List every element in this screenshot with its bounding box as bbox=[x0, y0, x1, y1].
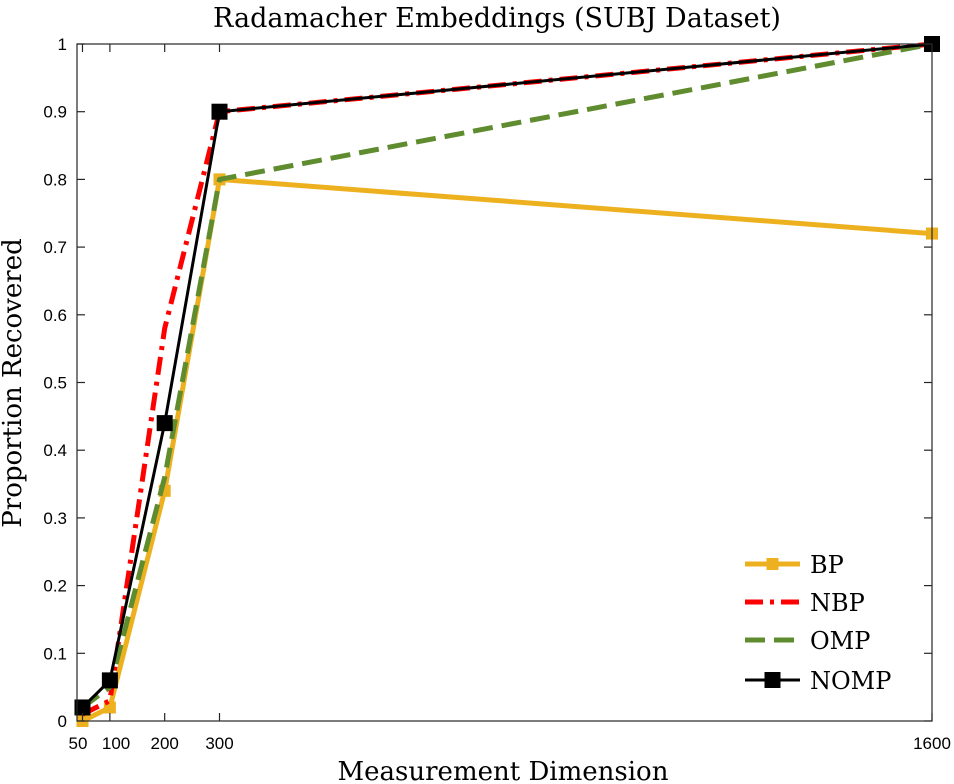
series-line-omp bbox=[81, 41, 933, 710]
legend-box bbox=[732, 540, 922, 710]
x-axis-label: Measurement Dimension bbox=[338, 757, 669, 784]
legend-label-nbp: NBP bbox=[810, 589, 865, 617]
legend: BP NBP OMP NOMP bbox=[732, 540, 922, 710]
y-tick-label: 1 bbox=[58, 35, 67, 54]
data-point-nomp bbox=[74, 699, 91, 716]
y-tick-label: 0.9 bbox=[43, 103, 67, 122]
chart-title: Radamacher Embeddings (SUBJ Dataset) bbox=[213, 3, 781, 34]
x-tick-label: 300 bbox=[205, 734, 233, 753]
x-tick-label: 200 bbox=[151, 734, 179, 753]
legend-marker-bp bbox=[766, 558, 779, 570]
y-tick-label: 0.8 bbox=[43, 170, 67, 189]
x-tick-label: 100 bbox=[102, 734, 130, 753]
legend-label-omp: OMP bbox=[810, 627, 870, 655]
y-tick-label: 0.2 bbox=[43, 577, 67, 596]
legend-label-nomp: NOMP bbox=[810, 667, 891, 695]
y-tick-label: 0.1 bbox=[43, 644, 67, 663]
y-axis-label: Proportion Recovered bbox=[0, 238, 28, 527]
y-tick-label: 0.3 bbox=[43, 509, 67, 528]
data-point-nomp bbox=[101, 672, 118, 689]
y-tick-label: 0.4 bbox=[43, 441, 67, 460]
legend-marker-nomp bbox=[764, 672, 781, 688]
data-point-nomp bbox=[156, 415, 173, 432]
data-point-nomp bbox=[211, 103, 228, 120]
y-tick-label: 0.5 bbox=[43, 374, 67, 393]
x-tick-label: 1600 bbox=[913, 734, 951, 753]
y-tick-label: 0.7 bbox=[43, 238, 67, 257]
y-tick-label: 0.6 bbox=[43, 306, 67, 325]
x-tick-label: 50 bbox=[69, 734, 88, 753]
legend-label-bp: BP bbox=[810, 551, 844, 579]
y-tick-label: 0 bbox=[58, 712, 67, 731]
